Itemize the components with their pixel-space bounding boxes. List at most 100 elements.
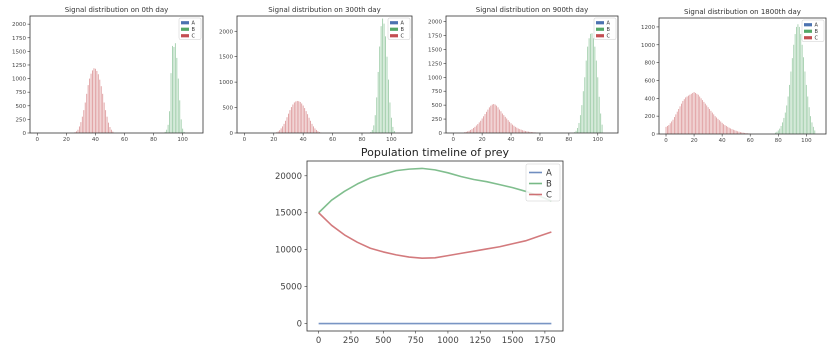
bar-c (108, 122, 109, 133)
bar-c (484, 114, 486, 133)
bar-c (721, 122, 723, 134)
y-tick-label: 2000 (12, 22, 26, 28)
y-tick-label: 750 (432, 89, 443, 95)
bar-c (507, 120, 509, 133)
bar-c (745, 133, 747, 134)
legend-label-a: A (192, 21, 196, 27)
x-tick-label: 250 (343, 336, 359, 343)
bar-c (504, 116, 506, 133)
bar-b (783, 117, 785, 134)
bar-c (520, 129, 522, 133)
bar-c (292, 104, 294, 133)
bar-c (514, 126, 516, 133)
bar-c (527, 131, 529, 133)
bar-c (699, 96, 701, 134)
bar-b (784, 112, 786, 134)
bar-c (106, 116, 108, 133)
legend-label-c: C (607, 34, 611, 40)
x-tick-label: 40 (92, 137, 99, 143)
bar-c (686, 96, 688, 134)
y-tick-label: 1750 (428, 34, 442, 40)
bar-b (794, 34, 796, 134)
bar-c (304, 108, 306, 133)
bar-c (308, 117, 310, 133)
bar-c (470, 129, 472, 133)
y-tick-label: 2000 (219, 29, 233, 35)
bar-b (592, 38, 594, 133)
x-tick-label: 80 (565, 137, 572, 143)
chart-title: Signal distribution on 900th day (476, 6, 588, 14)
bar-c (286, 117, 288, 133)
bar-c (77, 129, 79, 133)
bar-b (388, 79, 389, 133)
legend-swatch-a (804, 23, 812, 27)
legend: ABC (387, 17, 411, 40)
bar-b (579, 115, 581, 133)
bar-b (373, 125, 375, 133)
bar-c (679, 106, 681, 134)
bar-c (731, 129, 733, 134)
bar-b (575, 130, 577, 133)
y-tick-label: 750 (16, 90, 27, 96)
bar-c (702, 100, 703, 134)
bar-c (302, 105, 304, 133)
bar-b (797, 24, 799, 134)
chart-2: Signal distribution on 900th day 0 250 500 7… (428, 6, 619, 143)
y-tick-label: 250 (16, 117, 27, 123)
bar-b (584, 77, 586, 133)
x-tick-label: 40 (300, 137, 307, 143)
bar-b (392, 126, 394, 133)
bar-c (512, 124, 513, 133)
y-tick-label: 0 (297, 320, 302, 330)
bar-c (471, 129, 473, 133)
bar-c (713, 114, 715, 134)
bar-c (283, 123, 285, 133)
chart-title: Population timeline of prey (361, 146, 510, 159)
bar-b (164, 131, 166, 133)
bar-c (523, 130, 525, 133)
bar-b (786, 105, 788, 134)
bar-c (510, 123, 512, 133)
legend-swatch-b (181, 27, 189, 31)
legend: ABC (593, 17, 617, 40)
bar-c (315, 129, 317, 133)
bar-c (692, 92, 694, 134)
plot-frame (658, 17, 827, 135)
bar-b (386, 56, 388, 134)
bar-c (532, 132, 534, 133)
bar-b (389, 102, 391, 133)
bar-c (97, 74, 99, 133)
bar-c (293, 102, 295, 133)
bar-c (74, 132, 76, 133)
bar-c (317, 131, 319, 133)
bar-c (697, 94, 699, 134)
y-tick-label: 1250 (428, 61, 442, 67)
legend-label-b: B (401, 27, 405, 33)
bar-b (380, 26, 382, 133)
bar-c (676, 111, 678, 134)
bar-c (522, 130, 524, 133)
legend-label-a: A (815, 23, 819, 29)
legend-label-c: C (401, 34, 405, 40)
bar-c (742, 132, 744, 134)
x-tick-label: 20 (63, 137, 70, 143)
y-tick-label: 10000 (275, 246, 302, 256)
chart-title: Signal distribution on 1800th day (684, 8, 801, 16)
x-tick-label: 750 (407, 336, 423, 343)
bar-c (480, 120, 482, 133)
bar-c (110, 129, 112, 133)
bar-c (277, 131, 279, 133)
bar-c (475, 125, 477, 133)
bar-b (600, 113, 602, 133)
bar-b (173, 47, 175, 134)
bar-b (803, 57, 804, 135)
bar-c (89, 78, 91, 133)
bar-c (509, 121, 511, 133)
x-tick-label: 100 (386, 137, 397, 143)
bar-c (669, 123, 671, 134)
y-tick-label: 1750 (12, 36, 26, 42)
bar-b (585, 60, 587, 134)
bar-c (109, 127, 111, 133)
plot-frame (29, 15, 204, 134)
